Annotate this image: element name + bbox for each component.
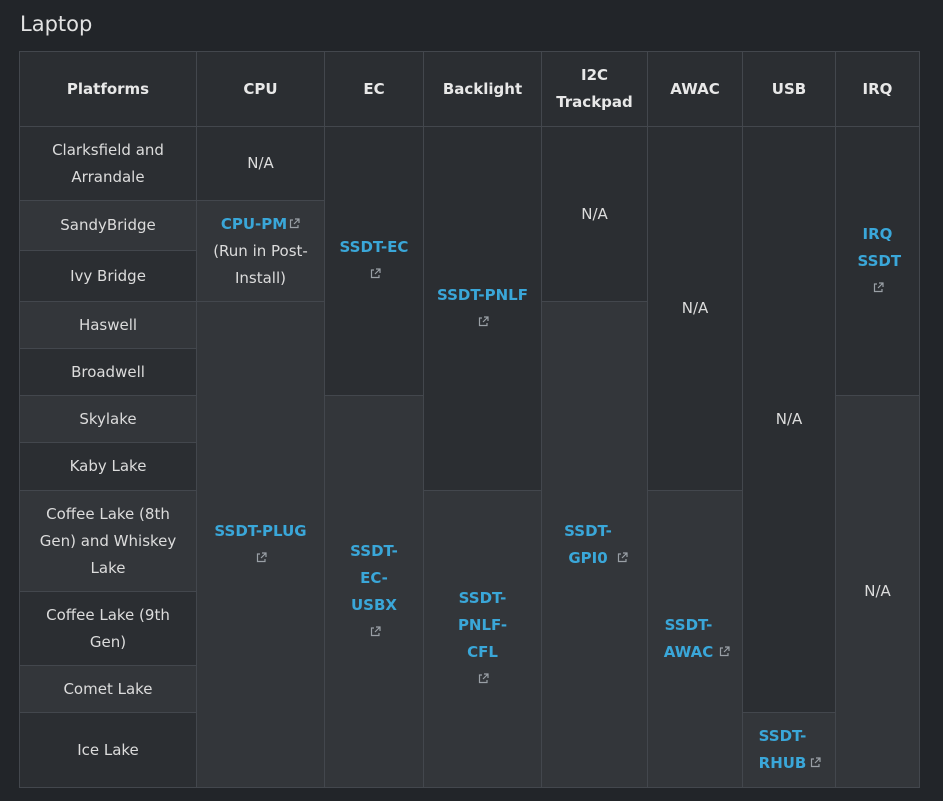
ssdt-pnlf-cfl-label[interactable]: SSDT-PNLF-CFL xyxy=(457,589,508,661)
platform-cell: Haswell xyxy=(19,301,197,349)
header-i2c-trackpad: I2C Trackpad xyxy=(541,51,648,127)
external-link-icon xyxy=(478,315,489,327)
external-link-icon xyxy=(256,551,267,563)
ssdt-gpio-label[interactable]: SSDT-GPI0 xyxy=(564,521,612,567)
table-row: Broadwell xyxy=(19,348,920,396)
ssdt-pnlf-cfl-link[interactable]: SSDT-PNLF-CFL xyxy=(446,589,520,661)
ssdt-ec-usbx-label[interactable]: SSDT-EC-USBX xyxy=(350,541,398,614)
usb-na-cell: N/A xyxy=(742,126,836,713)
cpu-pm-link[interactable]: CPU-PM xyxy=(220,214,288,233)
platform-cell: Ice Lake xyxy=(19,712,197,788)
table-row: Kaby Lake xyxy=(19,442,920,491)
i2c-na-cell: N/A xyxy=(541,126,648,302)
table-row: Coffee Lake (9th Gen) xyxy=(19,591,920,666)
irq-ssdt-link[interactable]: IRQ SSDT xyxy=(858,225,902,270)
header-awac: AWAC xyxy=(647,51,743,127)
platform-cell: Ivy Bridge xyxy=(19,250,197,302)
irq-na-cell: N/A xyxy=(835,395,920,788)
header-row: Platforms CPU EC Backlight I2C Trackpad … xyxy=(19,51,920,127)
header-ec: EC xyxy=(324,51,424,127)
cpu-plug-cell: SSDT-PLUG xyxy=(196,301,325,788)
platform-cell: Coffee Lake (8th Gen) and Whiskey Lake xyxy=(19,490,197,592)
ssdt-ec-usbx-link[interactable]: SSDT-EC-USBX xyxy=(339,542,409,614)
external-link-icon xyxy=(873,281,884,293)
header-cpu: CPU xyxy=(196,51,325,127)
ec-usbx-cell: SSDT-EC-USBX xyxy=(324,395,424,788)
table-row: Ice Lake SSDT-RHUB xyxy=(19,712,920,788)
awac-na-cell: N/A xyxy=(647,126,743,491)
i2c-gpio-cell: SSDT-GPI0 xyxy=(541,301,648,788)
page-title: Laptop xyxy=(20,12,93,36)
external-link-icon xyxy=(810,757,821,768)
irq-ssdt-cell: IRQ SSDT xyxy=(835,126,920,396)
platform-cell: Skylake xyxy=(19,395,197,443)
ssdt-awac-label[interactable]: SSDT-AWAC xyxy=(663,616,714,661)
ssdt-requirements-table: Platforms CPU EC Backlight I2C Trackpad … xyxy=(19,51,920,788)
external-link-icon xyxy=(719,646,730,657)
platform-cell: Clarksfield and Arrandale xyxy=(19,126,197,201)
external-link-icon xyxy=(289,217,300,229)
platform-cell: Coffee Lake (9th Gen) xyxy=(19,591,197,666)
ssdt-pnlf-link[interactable]: SSDT-PNLF xyxy=(437,285,528,304)
header-backlight: Backlight xyxy=(423,51,542,127)
platform-cell: Broadwell xyxy=(19,348,197,396)
table-row: Haswell SSDT-PLUG SSDT-GPI0 xyxy=(19,301,920,788)
header-i2c-line1: I2C xyxy=(580,66,609,84)
ssdt-awac-link[interactable]: SSDT-AWAC xyxy=(661,616,717,661)
cpu-na-cell: N/A xyxy=(196,126,325,201)
external-link-icon xyxy=(370,268,381,279)
irq-ssdt-label[interactable]: IRQ SSDT xyxy=(857,224,902,270)
header-platforms: Platforms xyxy=(19,51,197,127)
ssdt-rhub-link[interactable]: SSDT-RHUB xyxy=(758,727,808,772)
backlight-pnlf-cell: SSDT-PNLF xyxy=(423,126,542,491)
usb-rhub-cell: SSDT-RHUB xyxy=(742,712,836,788)
platform-cell: Kaby Lake xyxy=(19,442,197,491)
platform-cell: SandyBridge xyxy=(19,200,197,251)
header-usb: USB xyxy=(742,51,836,127)
external-link-icon xyxy=(478,673,489,684)
ssdt-ec-link[interactable]: SSDT-EC xyxy=(339,238,409,256)
table-row: Clarksfield and Arrandale N/A SSDT-EC SS… xyxy=(19,126,920,713)
table-row: SandyBridge CPU-PM (Run in Post-Install) xyxy=(19,200,920,302)
ssdt-plug-link[interactable]: SSDT-PLUG xyxy=(214,521,307,540)
cpu-pm-cell: CPU-PM (Run in Post-Install) xyxy=(196,200,325,302)
external-link-icon xyxy=(370,625,381,637)
table-row: Skylake SSDT-EC-USBX N/A xyxy=(19,395,920,788)
platform-cell: Comet Lake xyxy=(19,665,197,713)
cpu-pm-note: (Run in Post-Install) xyxy=(213,241,308,287)
external-link-icon xyxy=(617,551,628,563)
ssdt-gpio-link[interactable]: SSDT-GPI0 xyxy=(561,522,615,567)
table-row: Ivy Bridge xyxy=(19,250,920,302)
ssdt-rhub-label[interactable]: SSDT-RHUB xyxy=(758,727,807,772)
header-i2c-line2: Trackpad xyxy=(556,93,633,111)
awac-ssdt-cell: SSDT-AWAC xyxy=(647,490,743,788)
header-irq: IRQ xyxy=(835,51,920,127)
table-row: Comet Lake xyxy=(19,665,920,713)
ec-cell: SSDT-EC xyxy=(324,126,424,396)
backlight-pnlf-cfl-cell: SSDT-PNLF-CFL xyxy=(423,490,542,788)
